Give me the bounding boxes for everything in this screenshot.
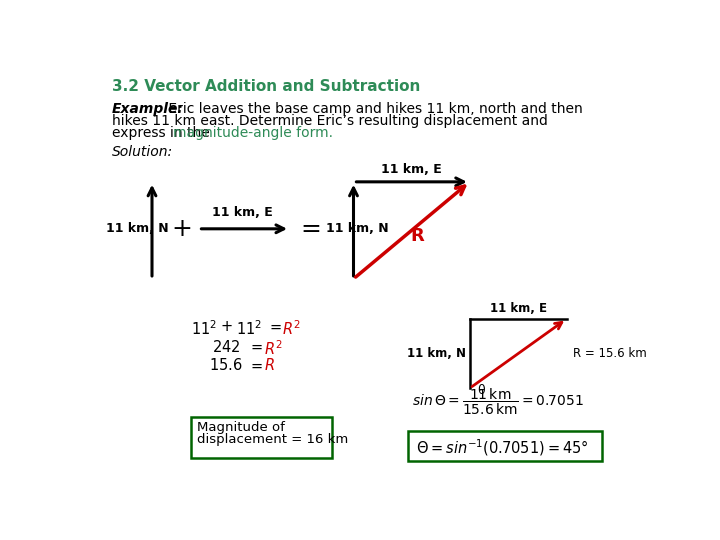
Text: $=$: $=$ bbox=[248, 357, 264, 373]
Text: Magnitude of: Magnitude of bbox=[197, 421, 285, 434]
Text: Solution:: Solution: bbox=[112, 145, 173, 159]
Text: 11 km, N: 11 km, N bbox=[106, 222, 168, 235]
Text: $242$: $242$ bbox=[212, 339, 241, 355]
Text: $=$: $=$ bbox=[266, 319, 282, 334]
Text: $=$: $=$ bbox=[248, 339, 264, 354]
Bar bbox=[408, 431, 601, 461]
Text: displacement = 16 km: displacement = 16 km bbox=[197, 433, 348, 446]
Text: 11 km, E: 11 km, E bbox=[212, 206, 272, 219]
Text: R: R bbox=[410, 227, 424, 245]
Text: θ: θ bbox=[477, 383, 485, 396]
Text: 11 km, N: 11 km, N bbox=[326, 222, 389, 235]
Text: 11 km, N: 11 km, N bbox=[407, 347, 466, 360]
Text: 3.2 Vector Addition and Subtraction: 3.2 Vector Addition and Subtraction bbox=[112, 79, 420, 93]
Text: $sin\,\Theta = \dfrac{11\,\mathrm{km}}{15.6\,\mathrm{km}} = 0.7051$: $sin\,\Theta = \dfrac{11\,\mathrm{km}}{1… bbox=[412, 387, 583, 417]
Text: +: + bbox=[171, 217, 192, 241]
Text: $R^{2}$: $R^{2}$ bbox=[264, 339, 282, 357]
Text: 11 km, E: 11 km, E bbox=[490, 302, 546, 315]
Text: $R^{2}$: $R^{2}$ bbox=[282, 319, 301, 338]
Text: 11 km, E: 11 km, E bbox=[382, 163, 442, 176]
Text: $15.6$: $15.6$ bbox=[210, 357, 243, 373]
Text: =: = bbox=[300, 217, 321, 241]
Text: Eric leaves the base camp and hikes 11 km, north and then: Eric leaves the base camp and hikes 11 k… bbox=[163, 102, 582, 116]
Text: $+$: $+$ bbox=[220, 319, 233, 334]
Bar bbox=[191, 417, 332, 457]
Text: $\Theta = sin^{-1}(0.7051) = 45°$: $\Theta = sin^{-1}(0.7051) = 45°$ bbox=[415, 437, 588, 458]
Text: $11^{2}$: $11^{2}$ bbox=[191, 319, 217, 338]
Text: hikes 11 km east. Determine Eric’s resulting displacement and: hikes 11 km east. Determine Eric’s resul… bbox=[112, 114, 548, 128]
Text: magnitude-angle form.: magnitude-angle form. bbox=[173, 126, 333, 140]
Text: $R$: $R$ bbox=[264, 357, 274, 373]
Text: Example:: Example: bbox=[112, 102, 184, 116]
Text: express in the: express in the bbox=[112, 126, 214, 140]
Text: R = 15.6 km: R = 15.6 km bbox=[573, 347, 647, 360]
Text: $11^{2}$: $11^{2}$ bbox=[235, 319, 262, 338]
